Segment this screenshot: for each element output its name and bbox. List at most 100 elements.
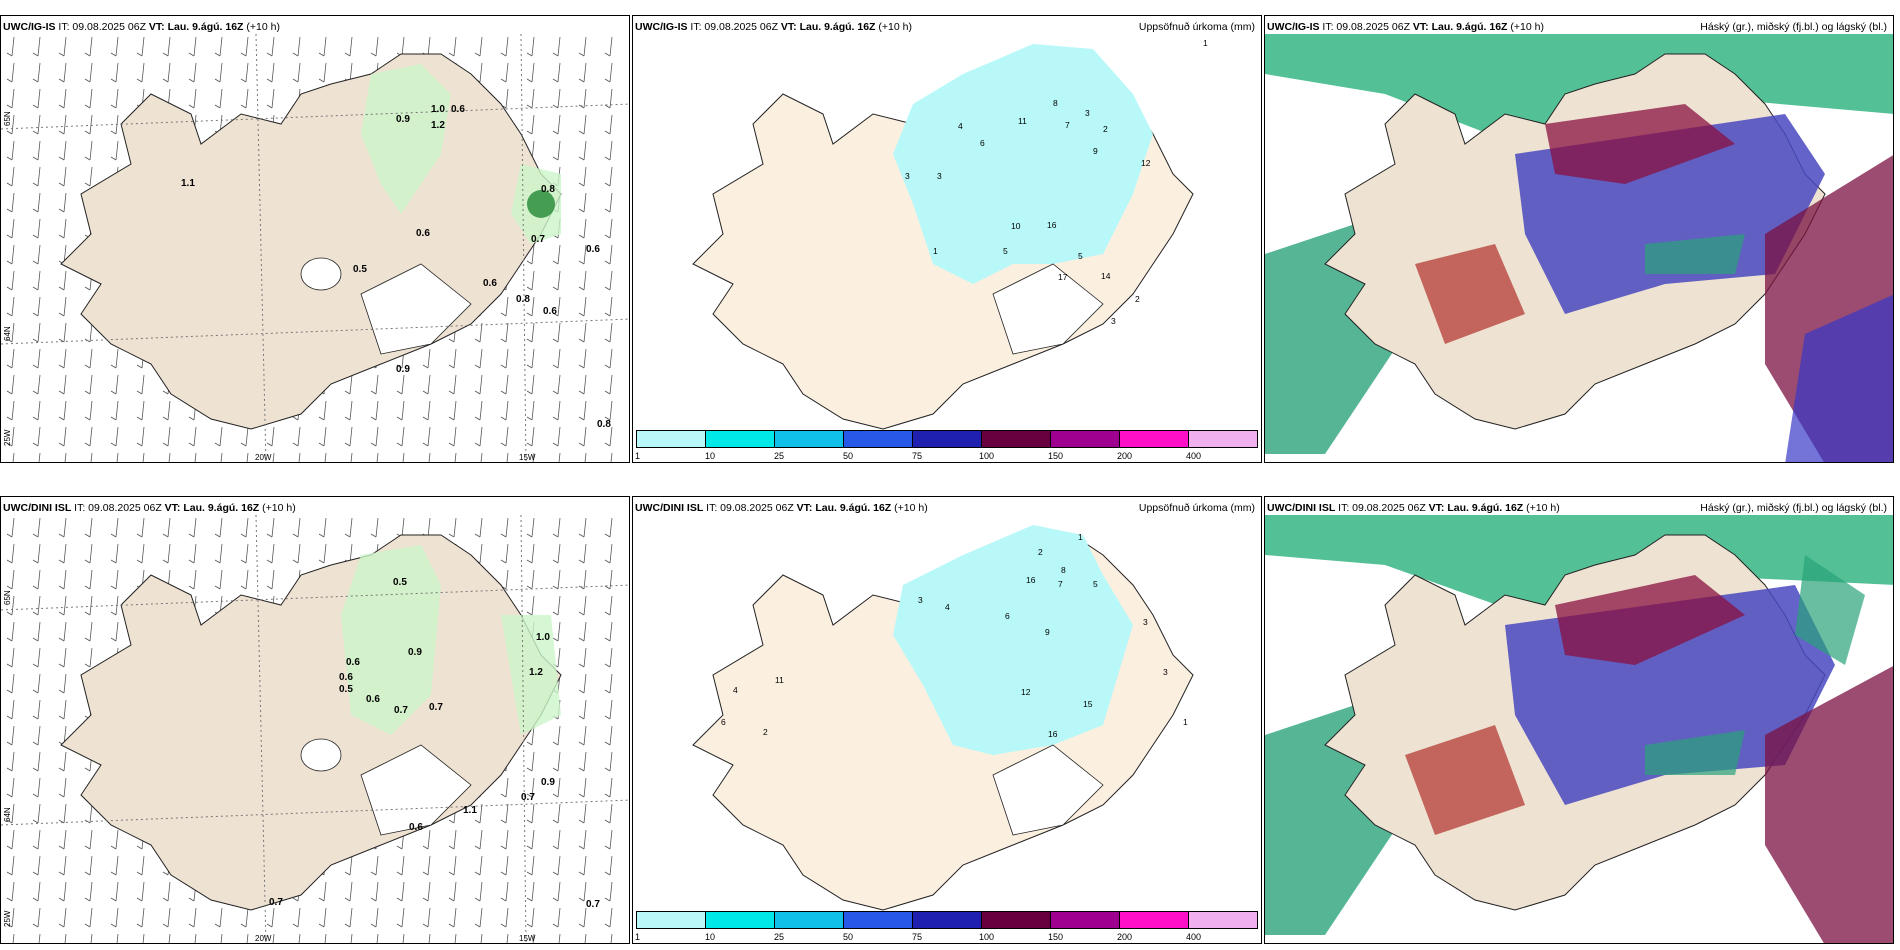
precip-value: 2 <box>1103 124 1108 134</box>
panel-header: UWC/DINI ISL IT: 09.08.2025 06Z VT: Lau.… <box>1267 502 1560 514</box>
precip-value: 6 <box>721 717 726 727</box>
precip-value: 16 <box>1047 220 1057 230</box>
wind-value: 0.9 <box>408 647 422 658</box>
colorbar-swatch <box>1051 912 1120 928</box>
cloud-panel-bottom: UWC/DINI ISL IT: 09.08.2025 06Z VT: Lau.… <box>1264 496 1894 944</box>
wind-value: 0.6 <box>483 278 497 289</box>
precip-value: 2 <box>1135 294 1140 304</box>
wind-value: 1.2 <box>529 667 543 678</box>
wind-panel-bottom: UWC/DINI ISL IT: 09.08.2025 06Z VT: Lau.… <box>0 496 630 944</box>
precip-panel-bottom: UWC/DINI ISL IT: 09.08.2025 06Z VT: Lau.… <box>632 496 1262 944</box>
precip-value: 14 <box>1101 271 1111 281</box>
wind-value: 0.8 <box>541 184 555 195</box>
wind-value: 1.0 <box>431 104 445 115</box>
wind-value: 1.1 <box>181 178 195 189</box>
precip-value: 15 <box>1083 699 1093 709</box>
precip-value: 2 <box>763 727 768 737</box>
lon-label: 20W <box>255 934 272 943</box>
colorbar-tick: 50 <box>843 932 854 942</box>
colorbar-tick: 75 <box>912 451 923 461</box>
wind-value: 0.6 <box>543 306 557 317</box>
panel-header: UWC/DINI ISL IT: 09.08.2025 06Z VT: Lau.… <box>3 502 296 514</box>
wind-value: 0.7 <box>521 792 535 803</box>
precip-value: 16 <box>1048 729 1058 739</box>
wind-value: 0.5 <box>353 264 367 275</box>
panel-title: Háský (gr.), miðský (fj.bl.) og lágský (… <box>1700 21 1887 33</box>
precip-value: 1 <box>1203 38 1208 48</box>
precip-value: 5 <box>1003 246 1008 256</box>
wind-value: 0.6 <box>346 657 360 668</box>
panel-title: Uppsöfnuð úrkoma (mm) <box>1138 502 1255 514</box>
precip-colorbar <box>636 911 1258 929</box>
lat-label: 64N <box>3 807 12 822</box>
colorbar-tick: 75 <box>912 932 923 942</box>
precip-colorbar <box>636 430 1258 448</box>
lon-label: 20W <box>255 453 272 462</box>
lat-label: 65N <box>3 111 12 126</box>
wind-value: 0.6 <box>366 694 380 705</box>
wind-value: 0.9 <box>396 114 410 125</box>
panel-title: Háský (gr.), miðský (fj.bl.) og lágský (… <box>1700 502 1887 514</box>
lat-label: 64N <box>3 326 12 341</box>
wind-map: 0.5 0.6 0.9 0.6 0.5 0.6 0.7 0.7 1.1 0.9 … <box>1 515 629 943</box>
precip-value: 1 <box>933 246 938 256</box>
colorbar-swatch <box>1120 912 1189 928</box>
wind-value: 0.8 <box>516 294 530 305</box>
wind-panel-top: UWC/IG-IS IT: 09.08.2025 06Z VT: Lau. 9.… <box>0 15 630 463</box>
precip-value: 6 <box>980 138 985 148</box>
colorbar-tick: 25 <box>774 451 785 461</box>
wind-value: 1.2 <box>431 120 445 131</box>
wind-value: 0.5 <box>339 684 353 695</box>
precip-value: 4 <box>945 602 950 612</box>
precip-value: 3 <box>937 171 942 181</box>
precip-value: 17 <box>1058 272 1068 282</box>
lon-label: 15W <box>519 934 536 943</box>
precip-value: 9 <box>1045 627 1050 637</box>
cloud-map <box>1265 515 1893 943</box>
wind-value: 0.7 <box>269 897 283 908</box>
wind-map: 1.0 0.6 0.9 1.2 1.1 0.8 0.6 0.7 0.6 0.5 … <box>1 34 629 462</box>
wind-value: 0.6 <box>451 104 465 115</box>
panel-header: UWC/DINI ISL IT: 09.08.2025 06Z VT: Lau.… <box>635 502 928 514</box>
precip-map: 2 1 8 3 4 6 16 7 5 9 12 3 15 16 11 4 6 2… <box>692 525 1194 911</box>
precip-value: 3 <box>1111 316 1116 326</box>
panel-header: UWC/IG-IS IT: 09.08.2025 06Z VT: Lau. 9.… <box>1267 21 1544 33</box>
panel-header: UWC/IG-IS IT: 09.08.2025 06Z VT: Lau. 9.… <box>635 21 912 33</box>
wind-value: 0.9 <box>396 364 410 375</box>
colorbar-swatch <box>775 912 844 928</box>
colorbar-tick: 10 <box>705 932 716 942</box>
colorbar-tick: 200 <box>1117 932 1133 942</box>
colorbar-swatch <box>913 431 982 447</box>
precip-value: 3 <box>905 171 910 181</box>
precip-value: 11 <box>775 675 784 685</box>
colorbar-tick: 100 <box>979 932 995 942</box>
precip-value: 11 <box>1018 116 1027 126</box>
lon-label: 15W <box>519 453 536 462</box>
colorbar-tick: 50 <box>843 451 854 461</box>
precip-value: 3 <box>1163 667 1168 677</box>
precip-value: 3 <box>1085 108 1090 118</box>
colorbar-tick: 1 <box>635 932 641 942</box>
colorbar-swatch <box>982 912 1051 928</box>
wind-value: 0.7 <box>429 702 443 713</box>
colorbar-tick: 200 <box>1117 451 1133 461</box>
wind-value: 0.7 <box>394 705 408 716</box>
wind-value: 0.9 <box>541 777 555 788</box>
lat-label: 25W <box>3 910 12 927</box>
precip-value: 1 <box>1183 717 1188 727</box>
colorbar-tick: 25 <box>774 932 785 942</box>
precip-value: 5 <box>1078 251 1083 261</box>
colorbar-tick: 400 <box>1186 451 1202 461</box>
precip-value: 5 <box>1093 579 1098 589</box>
wind-value: 0.5 <box>393 577 407 588</box>
wind-value: 0.6 <box>409 822 423 833</box>
colorbar-swatch <box>844 912 913 928</box>
colorbar-swatch <box>982 431 1051 447</box>
lat-label: 65N <box>3 590 12 605</box>
precip-value: 4 <box>958 121 963 131</box>
colorbar-swatch <box>1051 431 1120 447</box>
colorbar-swatch <box>1189 912 1257 928</box>
colorbar-swatch <box>844 431 913 447</box>
wind-value: 0.6 <box>416 228 430 239</box>
colorbar-tick: 150 <box>1048 451 1064 461</box>
